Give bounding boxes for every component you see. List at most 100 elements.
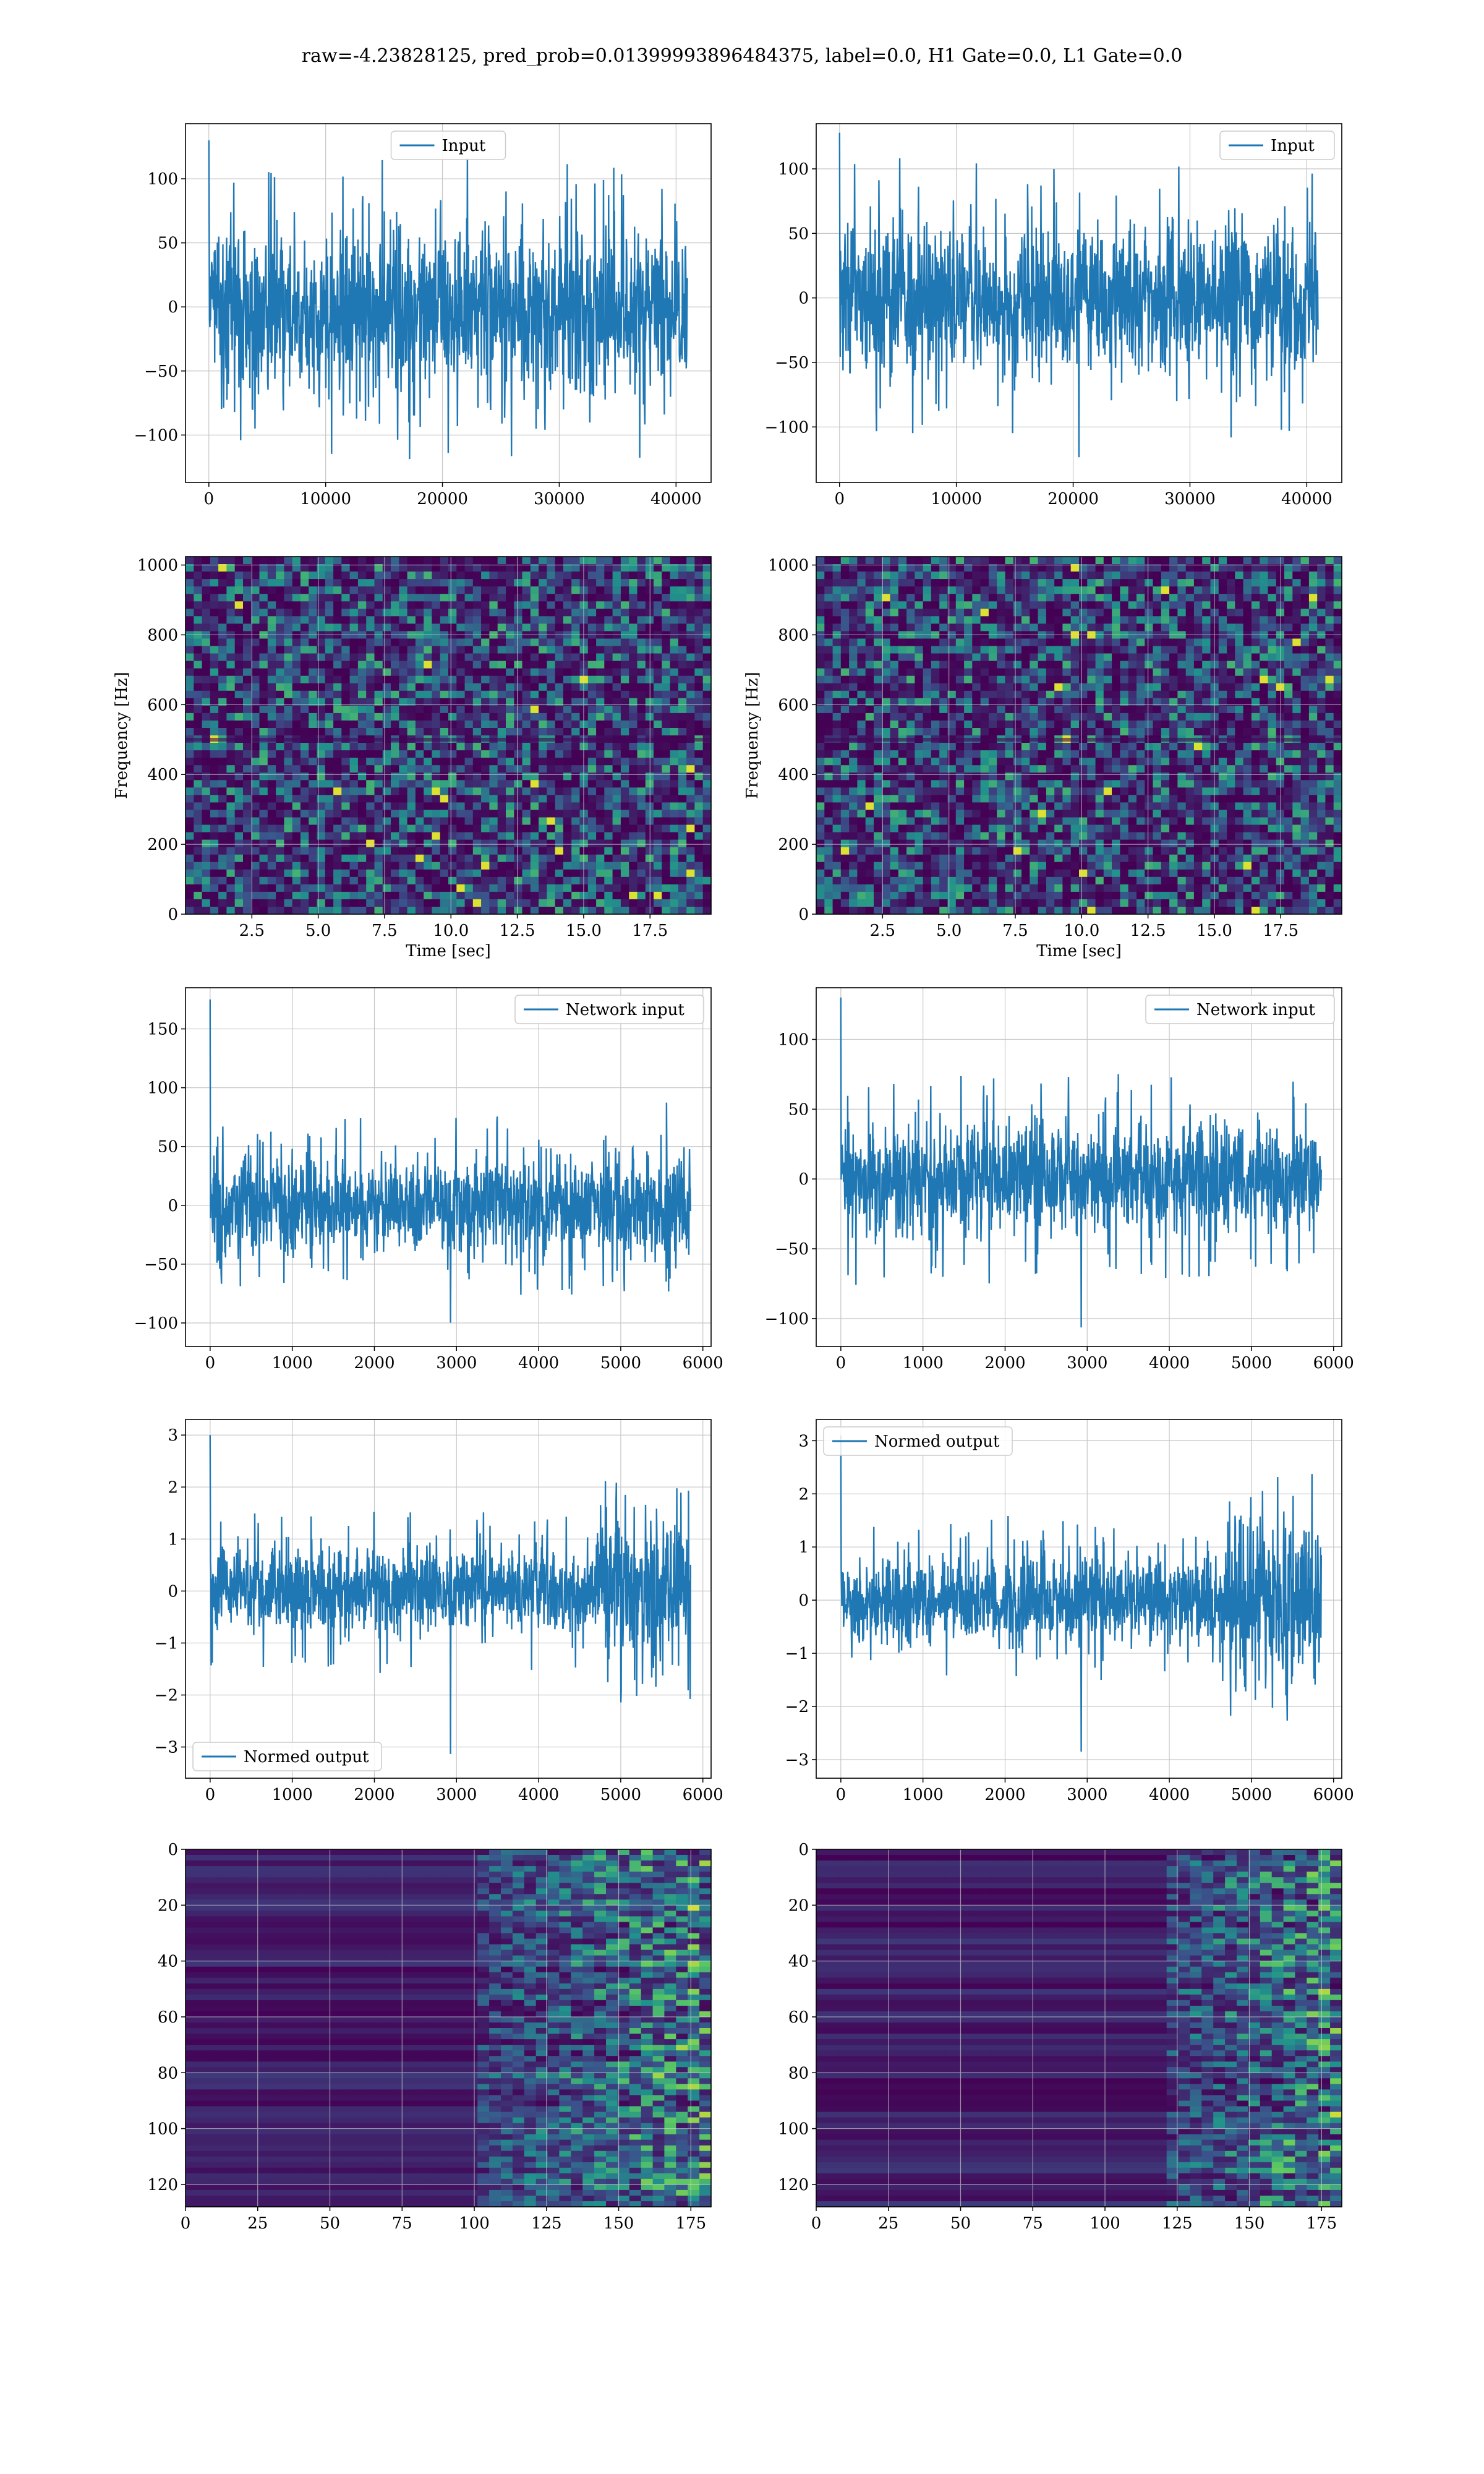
x-tick-label: 6000 [1313,1786,1354,1804]
series-line [208,140,688,460]
x-tick-label: 7.5 [1002,922,1028,940]
x-tick-label: 10.0 [1064,922,1099,940]
y-tick-label: 200 [778,836,809,854]
x-tick-label: 5.0 [936,922,962,940]
x-tick-label: 4000 [1149,1786,1190,1804]
y-tick-label: 100 [147,1079,178,1098]
y-tick-label: 1000 [768,557,809,575]
y-tick-label: −3 [785,1751,809,1770]
x-axis: 0 1000 2000 3000 4000 5000 6000 [205,1346,723,1372]
axes-frame [185,556,712,915]
axes-frame [816,987,1342,1347]
legend: Normed output [823,1426,1013,1456]
heatmap-cells [186,557,711,914]
y-tick-label: 0 [168,1841,178,1859]
x-tick-label: 25 [878,2214,898,2233]
x-axis: 0 1000 2000 3000 4000 5000 6000 [836,1346,1354,1372]
x-axis: 2.5 5.0 7.5 10.0 12.5 15.0 17.5 [239,914,668,940]
legend: Network input [1145,995,1335,1024]
y-axis: 0 20 40 60 80 100 120 [147,1841,186,2194]
y-axis: 0 200 400 600 800 1000 [137,557,186,924]
y-tick-label: 0 [798,289,809,308]
y-tick-label: −100 [134,426,178,445]
x-tick-label: 2000 [984,1786,1025,1804]
x-axis: 0 10000 20000 30000 40000 [204,482,702,508]
x-tick-label: 0 [204,490,215,508]
x-axis: 0 1000 2000 3000 4000 5000 6000 [205,1778,723,1804]
y-tick-label: −100 [765,1310,809,1329]
x-tick-label: 6000 [683,1786,723,1804]
x-tick-label: 125 [1162,2214,1193,2233]
y-tick-label: 800 [147,626,178,644]
x-tick-label: 0 [205,1786,216,1804]
y-tick-label: 3 [168,1426,178,1445]
legend: Input [390,131,506,160]
y-tick-label: 50 [158,1138,178,1157]
x-tick-label: 12.5 [1130,922,1166,940]
x-tick-label: 0 [836,1354,846,1372]
y-axis: −100 −50 0 50 100 [134,170,186,445]
axes-frame [816,1419,1342,1779]
x-tick-label: 2.5 [239,922,265,940]
legend: Network input [514,995,704,1024]
x-tick-label: 0 [835,490,845,508]
x-axis: 0 1000 2000 3000 4000 5000 6000 [836,1778,1354,1804]
heatmap-cells [816,1849,1342,2207]
x-tick-label: 40000 [1281,490,1333,508]
x-tick-label: 10.0 [433,922,469,940]
x-tick-label: 6000 [683,1354,723,1372]
x-tick-label: 50 [320,2214,340,2233]
x-tick-label: 5000 [1231,1786,1272,1804]
x-tick-label: 100 [459,2214,490,2233]
y-tick-label: 0 [168,905,178,924]
x-tick-label: 6000 [1313,1354,1354,1372]
x-tick-label: 4000 [518,1786,559,1804]
legend-label: Input [1271,137,1315,155]
y-tick-label: 0 [798,1841,809,1859]
x-axis-label: Time [sec] [406,942,491,961]
x-tick-label: 4000 [518,1354,559,1372]
y-tick-label: 120 [778,2176,809,2194]
x-tick-label: 3000 [1067,1786,1107,1804]
x-tick-label: 3000 [436,1354,477,1372]
y-tick-label: −50 [775,1240,809,1259]
subplot-norm-l1: Normed output 0 1000 2000 3000 4000 5000 6000 −3… [785,1419,1354,1804]
x-tick-label: 150 [1234,2214,1265,2233]
x-tick-label: 0 [205,1354,216,1372]
axes-frame [185,1419,712,1779]
legend-label: Network input [566,1001,684,1019]
y-tick-label: 20 [158,1896,178,1915]
series-line [838,132,1319,458]
x-tick-label: 3000 [436,1786,477,1804]
y-tick-label: 80 [158,2064,178,2082]
y-tick-label: −2 [785,1698,809,1716]
x-tick-label: 0 [181,2214,191,2233]
x-tick-label: 0 [811,2214,822,2233]
x-tick-label: 10000 [300,490,351,508]
y-tick-label: 100 [778,2120,809,2139]
y-tick-label: 1 [798,1538,809,1557]
x-tick-label: 2000 [354,1786,394,1804]
x-tick-label: 12.5 [500,922,535,940]
x-axis: 0 10000 20000 30000 40000 [835,482,1333,508]
x-tick-label: 2000 [354,1354,394,1372]
subplot-norm-h1: Normed output 0 1000 2000 3000 4000 5000 6000 −3… [155,1419,723,1804]
grid [816,557,1342,915]
x-tick-label: 20000 [417,490,468,508]
y-tick-label: 20 [788,1896,809,1915]
y-tick-label: 600 [778,696,809,714]
y-tick-label: 60 [158,2008,178,2027]
y-tick-label: −50 [144,362,178,381]
subplot-spec-l1: 2.5 5.0 7.5 10.0 12.5 15.0 17.5 0 200 400 600 800 10… [743,556,1342,961]
y-tick-label: −50 [775,354,809,372]
x-tick-label: 75 [392,2214,412,2233]
y-tick-label: −2 [155,1687,178,1705]
legend: Normed output [192,1742,382,1771]
x-tick-label: 17.5 [1263,922,1298,940]
x-axis: 0 25 50 75 100 125 150 175 [811,2207,1337,2233]
y-tick-label: 0 [168,1582,178,1601]
subplot-input-h1: Input 0 10000 20000 30000 40000 −100 −50 0 50 100 [134,123,712,508]
x-tick-label: 15.0 [566,922,602,940]
x-tick-label: 150 [603,2214,634,2233]
